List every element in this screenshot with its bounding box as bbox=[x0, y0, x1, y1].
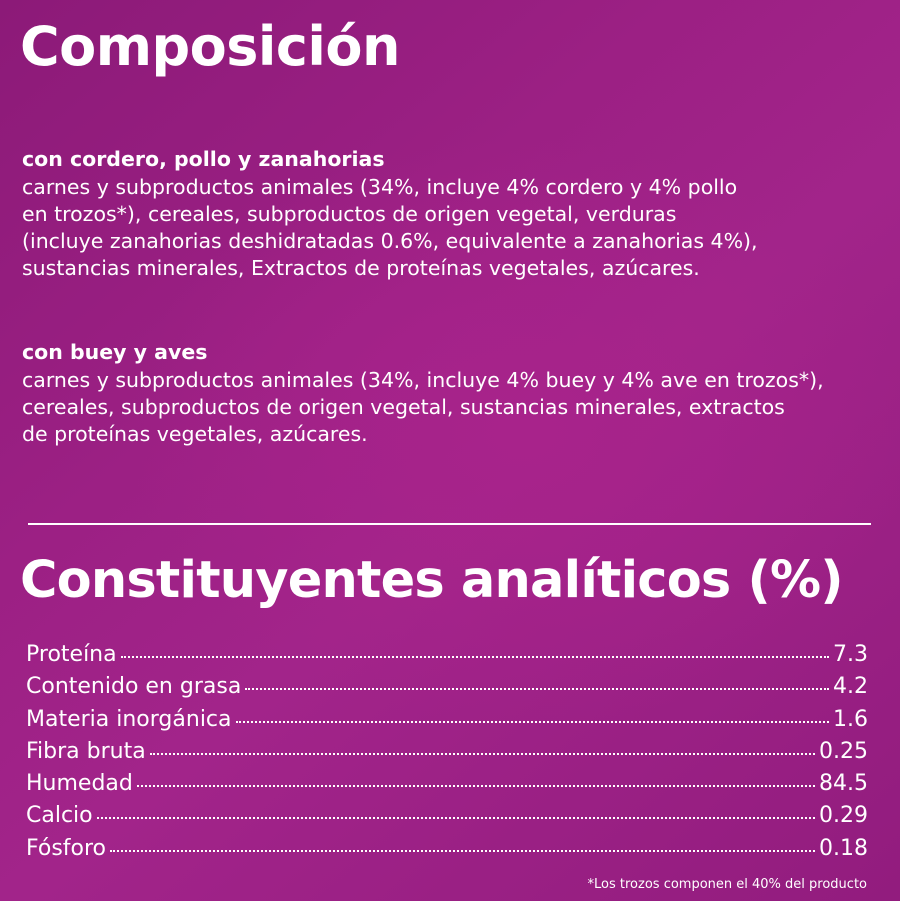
analytics-value: 1.6 bbox=[833, 706, 868, 732]
footnote: *Los trozos componen el 40% del producto bbox=[587, 877, 867, 892]
ingredients-line: carnes y subproductos animales (34%, inc… bbox=[22, 368, 824, 392]
analytics-label: Contenido en grasa bbox=[26, 674, 242, 700]
recipe-lamb-chicken-carrot: con cordero, pollo y zanahorias carnes y… bbox=[22, 144, 882, 282]
analytics-table: Proteína 7.3 Contenido en grasa 4.2 Mate… bbox=[26, 642, 868, 868]
ingredients-line: carnes y subproductos animales (34%, inc… bbox=[22, 175, 738, 199]
dotted-leader bbox=[110, 849, 816, 852]
analytics-row-phosphorus: Fósforo 0.18 bbox=[26, 836, 868, 868]
dotted-leader bbox=[149, 752, 816, 755]
recipe-beef-poultry: con buey y aves carnes y subproductos an… bbox=[22, 337, 882, 448]
analytics-row-protein: Proteína 7.3 bbox=[26, 642, 868, 674]
ingredients-line: de proteínas vegetales, azúcares. bbox=[22, 422, 368, 446]
dotted-leader bbox=[136, 784, 816, 788]
ingredients-line: cereales, subproductos de origen vegetal… bbox=[22, 395, 785, 419]
recipe-name: con cordero, pollo y zanahorias bbox=[22, 147, 385, 171]
analytics-value: 0.25 bbox=[819, 738, 868, 764]
dotted-leader bbox=[96, 816, 816, 820]
section-divider bbox=[28, 523, 871, 525]
ingredients-line: sustancias minerales, Extractos de prote… bbox=[22, 256, 700, 280]
analytics-label: Proteína bbox=[26, 642, 117, 667]
dotted-leader bbox=[235, 720, 829, 723]
analytics-value: 84.5 bbox=[819, 771, 868, 797]
analytics-label: Calcio bbox=[26, 803, 93, 829]
dotted-leader bbox=[245, 687, 829, 691]
composition-title: Composición bbox=[20, 15, 400, 78]
analytics-row-moisture: Humedad 84.5 bbox=[26, 771, 868, 803]
ingredients-line: en trozos*), cereales, subproductos de o… bbox=[22, 202, 677, 226]
analytics-label: Humedad bbox=[26, 771, 133, 797]
analytics-value: 7.3 bbox=[833, 642, 868, 667]
analytics-label: Materia inorgánica bbox=[26, 706, 232, 732]
dotted-leader bbox=[120, 655, 829, 658]
recipe-ingredients: carnes y subproductos animales (34%, inc… bbox=[22, 174, 882, 282]
analytics-label: Fósforo bbox=[26, 835, 107, 861]
analytics-label: Fibra bruta bbox=[26, 738, 146, 764]
analytics-row-inorganic: Materia inorgánica 1.6 bbox=[26, 707, 868, 739]
recipe-ingredients: carnes y subproductos animales (34%, inc… bbox=[22, 367, 882, 448]
analytics-value: 4.2 bbox=[833, 674, 868, 700]
analytics-row-fiber: Fibra bruta 0.25 bbox=[26, 739, 868, 771]
analytics-title: Constituyentes analíticos (%) bbox=[20, 551, 844, 610]
analytics-row-calcium: Calcio 0.29 bbox=[26, 803, 868, 835]
analytics-row-fat: Contenido en grasa 4.2 bbox=[26, 674, 868, 706]
analytics-value: 0.29 bbox=[819, 803, 868, 829]
recipe-name: con buey y aves bbox=[22, 340, 208, 364]
analytics-value: 0.18 bbox=[819, 835, 868, 861]
ingredients-line: (incluye zanahorias deshidratadas 0.6%, … bbox=[22, 229, 758, 253]
